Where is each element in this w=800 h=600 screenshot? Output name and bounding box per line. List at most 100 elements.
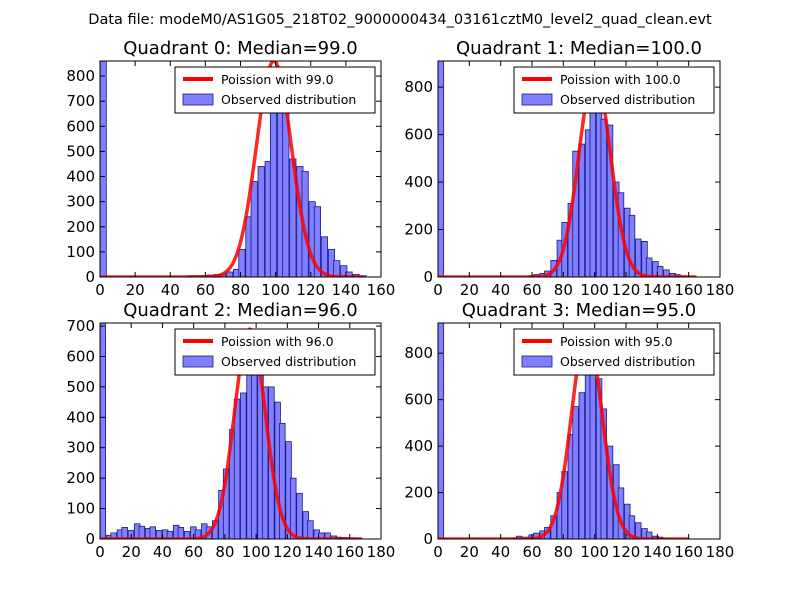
histogram-bar <box>600 118 607 277</box>
x-tick-label: 0 <box>433 281 443 299</box>
x-tick-label: 140 <box>332 281 361 299</box>
x-tick-label: 100 <box>261 281 290 299</box>
legend-bar-swatch <box>182 93 214 106</box>
y-tick-label: 200 <box>66 218 95 236</box>
x-tick-label: 120 <box>296 281 325 299</box>
y-tick-label: 400 <box>404 437 433 455</box>
y-tick-label: 500 <box>66 378 95 396</box>
plot-area <box>100 323 364 539</box>
x-tick-label: 0 <box>433 543 443 561</box>
y-tick-label: 100 <box>66 500 95 518</box>
x-tick-label: 180 <box>706 543 735 561</box>
subplot-quadrant-3: 0 20 40 60 80 100 120 140 160 180 0 200 400 600 800 Qua… <box>404 300 734 561</box>
x-tick-label: 120 <box>273 543 302 561</box>
y-tick-label: 800 <box>66 67 95 85</box>
y-tick-label: 400 <box>66 408 95 426</box>
histogram-bar <box>100 323 107 539</box>
subplot-title: Quadrant 3: Median=95.0 <box>462 300 697 321</box>
x-tick-label: 180 <box>706 281 735 299</box>
histogram-bar <box>656 265 664 277</box>
y-tick-label: 600 <box>404 391 433 409</box>
histogram-bar <box>438 323 445 539</box>
x-tick-label: 80 <box>554 543 573 561</box>
y-tick-label: 600 <box>66 117 95 135</box>
x-tick-label: 20 <box>460 543 479 561</box>
x-tick-label: 40 <box>491 543 510 561</box>
legend-label-poisson: Poission with 95.0 <box>560 334 673 349</box>
x-tick-label: 120 <box>612 543 641 561</box>
legend: Poission with 99.0 Observed distribution <box>174 66 376 114</box>
histogram-bar <box>121 527 128 539</box>
histogram-bar <box>307 520 314 539</box>
x-tick-label: 40 <box>153 543 172 561</box>
histogram-bar <box>149 526 156 539</box>
histogram-bar <box>628 214 636 277</box>
x-tick-label: 80 <box>554 281 573 299</box>
poisson-curve <box>100 61 365 277</box>
histogram-bar <box>578 392 586 539</box>
histogram-bar <box>257 166 265 277</box>
histogram-bar <box>645 257 653 277</box>
legend-label-observed: Observed distribution <box>560 92 695 107</box>
histogram-bar <box>279 422 286 539</box>
subplot-grid: 0 20 40 60 80 100 120 140 1600100200300400500600… <box>66 38 734 561</box>
legend-frame <box>174 328 376 376</box>
legend: Poission with 100.0 Observed distribution <box>513 66 715 114</box>
y-tick-label: 300 <box>66 439 95 457</box>
histogram-bar <box>240 392 247 539</box>
histogram-bar <box>589 86 597 277</box>
histogram-bar <box>296 492 303 539</box>
x-tick-label: 0 <box>95 543 105 561</box>
x-tick-label: 100 <box>242 543 271 561</box>
x-tick-label: 140 <box>643 543 672 561</box>
histogram-bar <box>100 61 107 277</box>
histogram-bar <box>290 477 297 539</box>
y-tick-label: 200 <box>66 469 95 487</box>
histogram-bar <box>572 150 579 277</box>
x-tick-label: 80 <box>215 543 234 561</box>
legend-label-observed: Observed distribution <box>560 354 695 369</box>
y-tick-label: 800 <box>404 78 433 96</box>
legend-label-poisson: Poission with 100.0 <box>560 72 681 87</box>
legend-label-poisson: Poission with 99.0 <box>221 72 334 87</box>
legend-label-observed: Observed distribution <box>221 354 356 369</box>
subplot-quadrant-1: 0 20 40 60 80 100 120 140 160 180 0 200 400 600 800 Qua… <box>404 38 734 299</box>
y-tick-label: 400 <box>66 168 95 186</box>
x-tick-label: 80 <box>231 281 250 299</box>
x-tick-label: 100 <box>580 281 609 299</box>
axes-frame <box>99 322 382 540</box>
histogram-bar <box>438 61 445 277</box>
x-tick-label: 120 <box>612 281 641 299</box>
legend: Poission with 95.0 Observed distribution <box>513 328 715 376</box>
x-tick-label: 140 <box>643 281 672 299</box>
y-tick-label: 0 <box>85 268 95 286</box>
x-tick-label: 20 <box>460 281 479 299</box>
y-tick-label: 100 <box>66 243 95 261</box>
x-tick-label: 180 <box>367 543 396 561</box>
histogram-bar <box>635 522 642 539</box>
y-tick-label: 0 <box>423 268 433 286</box>
plot-area <box>100 61 367 277</box>
legend-label-observed: Observed distribution <box>221 92 356 107</box>
x-tick-label: 100 <box>580 543 609 561</box>
y-tick-label: 600 <box>66 347 95 365</box>
subplot-quadrant-0: 0 20 40 60 80 100 120 140 160 0 100 200 300 400 500 600… <box>66 38 395 299</box>
y-tick-label: 700 <box>66 92 95 110</box>
histogram-bar <box>238 248 246 277</box>
legend: Poission with 96.0 Observed distribution <box>174 328 376 376</box>
plot-area <box>438 61 698 277</box>
histogram-bar <box>313 206 321 277</box>
x-tick-label: 160 <box>335 543 364 561</box>
x-tick-label: 40 <box>161 281 180 299</box>
histogram-bar <box>333 260 341 277</box>
axes-frame <box>437 60 721 278</box>
x-tick-label: 40 <box>491 281 510 299</box>
y-tick-label: 700 <box>66 317 95 335</box>
histogram-bar <box>572 406 579 539</box>
x-tick-label: 140 <box>304 543 333 561</box>
y-tick-label: 200 <box>404 221 433 239</box>
legend-bar-swatch <box>521 355 553 368</box>
subplot-quadrant-2: 0 20 40 60 80 100 120 140 160 1800100200300400500… <box>66 300 395 561</box>
histogram-bar <box>600 408 607 539</box>
